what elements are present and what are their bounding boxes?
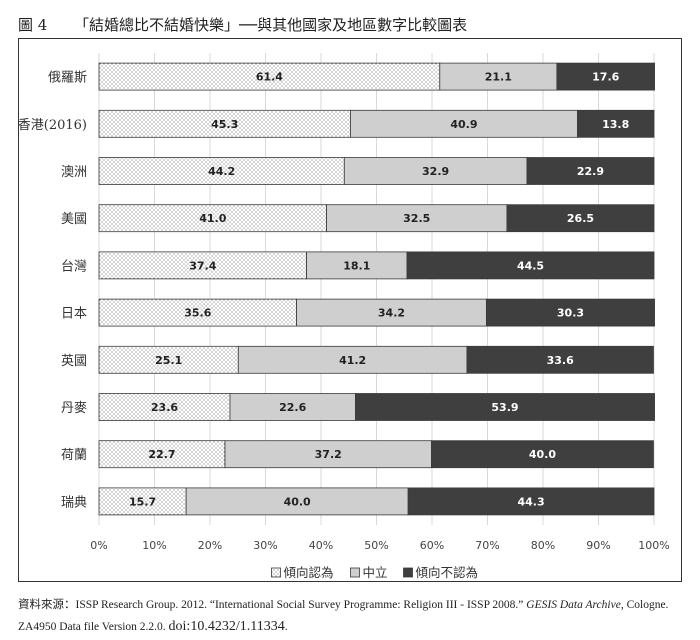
data-label: 13.8	[602, 118, 629, 131]
agree-segment	[98, 345, 239, 374]
data-label: 37.2	[315, 448, 342, 461]
x-tick-label: 60%	[420, 539, 444, 552]
chart-frame: 0% 10% 20% 30% 40% 50% 60% 70% 80% 90% 100% 俄羅斯 61.4…	[18, 38, 682, 582]
stacked-bar-chart: 0% 10% 20% 30% 40% 50% 60% 70% 80% 90% 100% 俄羅斯 61.4…	[19, 53, 670, 580]
x-tick-label: 50%	[364, 539, 388, 552]
data-label: 18.1	[343, 259, 370, 272]
category-label: 荷蘭	[61, 447, 87, 463]
category-label: 香港(2016)	[19, 118, 87, 133]
neutral-segment	[306, 251, 408, 280]
disagree-segment	[526, 157, 655, 185]
data-label: 44.3	[517, 495, 544, 508]
category-label: 美國	[61, 212, 87, 227]
x-tick-label: 10%	[142, 539, 166, 552]
legend-label: 傾向認為	[284, 565, 334, 580]
agree-segment	[98, 204, 327, 233]
category-label: 日本	[61, 307, 87, 322]
legend-swatch	[350, 567, 360, 578]
disagree-segment	[431, 440, 654, 469]
category-label: 澳洲	[61, 164, 87, 180]
data-label: 25.1	[155, 354, 182, 367]
disagree-segment	[577, 109, 655, 138]
data-label: 34.2	[378, 307, 405, 320]
agree-segment	[98, 251, 307, 280]
source-doi[interactable]: doi:10.4232/1.11334	[168, 619, 285, 634]
legend-label: 傾向不認為	[416, 565, 479, 580]
disagree-segment	[355, 393, 655, 421]
source-version: ZA4950 Data file Version 2.2.0.	[18, 621, 169, 633]
data-label: 37.4	[189, 259, 216, 272]
source-line-2: ZA4950 Data file Version 2.2.0. doi:10.4…	[18, 616, 688, 638]
source-prefix: 資料來源：ISSP Research Group. 2012. “Interna…	[18, 599, 527, 611]
x-tick-label: 0%	[90, 539, 107, 552]
legend-swatch	[403, 567, 413, 578]
disagree-segment	[485, 298, 655, 327]
data-label: 33.6	[547, 354, 574, 367]
data-label: 53.9	[491, 401, 518, 414]
disagree-segment	[556, 62, 655, 91]
agree-segment	[98, 157, 345, 185]
disagree-segment	[406, 251, 655, 280]
data-label: 41.2	[339, 354, 366, 367]
neutral-segment	[237, 345, 468, 374]
data-label: 22.6	[279, 401, 306, 414]
x-tick-label: 90%	[586, 539, 610, 552]
source-suffix: Cologne.	[623, 599, 669, 611]
figure-title-text: 「結婚總比不結婚快樂」──與其他國家及地區數字比較圖表	[74, 16, 468, 34]
data-label: 30.3	[557, 307, 584, 320]
data-label: 40.0	[284, 495, 311, 508]
neutral-segment	[350, 109, 578, 138]
data-label: 22.7	[148, 448, 175, 461]
data-label: 21.1	[485, 71, 512, 84]
category-label: 台灣	[61, 259, 87, 274]
data-label: 15.7	[129, 495, 156, 508]
data-label: 61.4	[256, 71, 283, 84]
x-tick-label: 40%	[309, 539, 333, 552]
data-label: 44.2	[208, 165, 235, 178]
data-label: 23.6	[151, 401, 178, 414]
source-end: .	[284, 621, 288, 633]
data-label: 17.6	[592, 71, 619, 84]
data-label: 44.5	[517, 259, 544, 272]
source-archive: GESIS Data Archive,	[526, 599, 624, 611]
neutral-segment	[439, 62, 558, 91]
source-note: 資料來源：ISSP Research Group. 2012. “Interna…	[18, 594, 688, 638]
data-label: 41.0	[199, 212, 226, 225]
data-label: 35.6	[184, 307, 211, 320]
disagree-segment	[466, 345, 654, 374]
x-tick-label: 30%	[253, 539, 277, 552]
x-tick-label: 80%	[531, 539, 555, 552]
neutral-segment	[229, 393, 356, 421]
x-tick-label: 100%	[638, 539, 669, 552]
agree-segment	[98, 440, 226, 469]
neutral-segment	[224, 440, 432, 469]
category-label: 俄羅斯	[48, 71, 87, 86]
neutral-segment	[296, 298, 487, 327]
data-label: 26.5	[567, 212, 594, 225]
source-line-1: 資料來源：ISSP Research Group. 2012. “Interna…	[18, 594, 688, 616]
data-label: 40.0	[529, 448, 556, 461]
category-label: 瑞典	[61, 495, 87, 510]
disagree-segment	[506, 204, 655, 233]
category-label: 英國	[61, 354, 87, 369]
legend-label: 中立	[363, 565, 388, 580]
agree-segment	[98, 109, 351, 138]
data-label: 32.9	[422, 165, 449, 178]
x-tick-label: 20%	[198, 539, 222, 552]
neutral-segment	[185, 487, 409, 516]
figure-number: 圖 4	[18, 16, 48, 34]
legend-swatch	[271, 567, 281, 578]
data-label: 45.3	[211, 118, 238, 131]
category-label: 丹麥	[61, 400, 87, 416]
x-tick-label: 70%	[475, 539, 499, 552]
agree-segment	[98, 298, 297, 327]
data-label: 40.9	[450, 118, 477, 131]
agree-segment	[98, 393, 231, 421]
disagree-segment	[407, 487, 655, 516]
neutral-segment	[326, 204, 508, 233]
data-label: 32.5	[403, 212, 430, 225]
figure-title: 圖 4 「結婚總比不結婚快樂」──與其他國家及地區數字比較圖表	[18, 14, 467, 35]
agree-segment	[98, 62, 441, 91]
data-label: 22.9	[577, 165, 604, 178]
